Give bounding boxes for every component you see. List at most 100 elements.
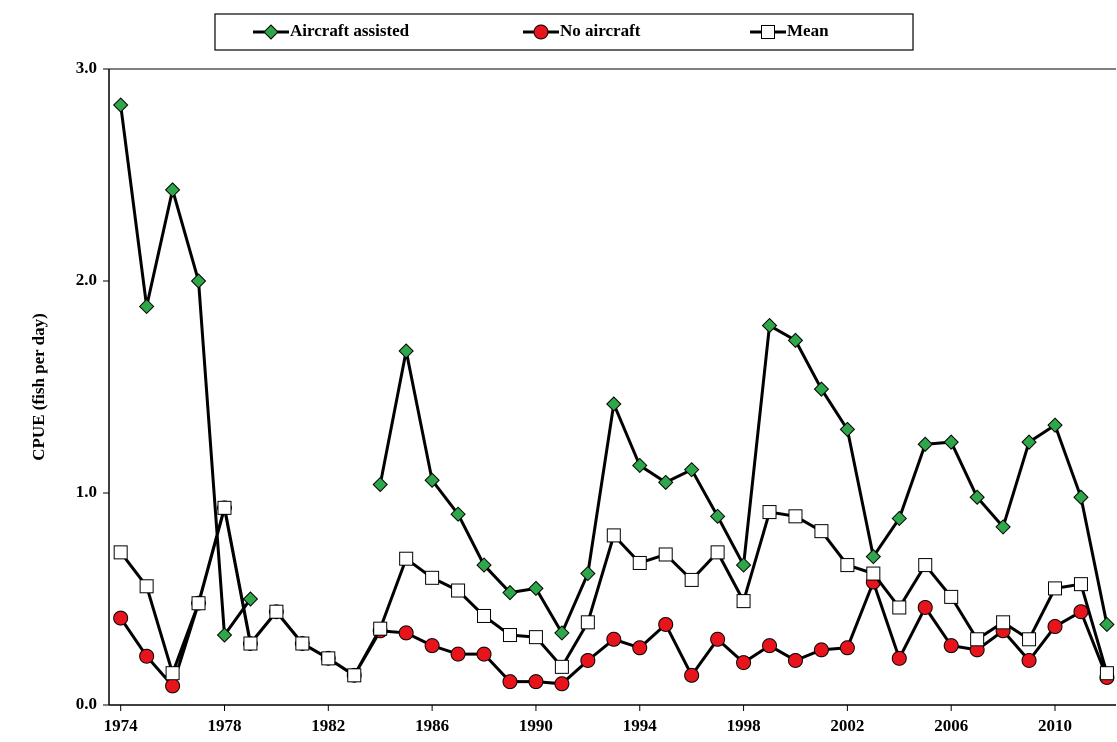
marker — [606, 631, 622, 647]
marker — [632, 555, 647, 570]
x-tick-label: 1978 — [207, 716, 241, 735]
marker — [242, 591, 259, 607]
legend-box — [214, 13, 914, 51]
y-axis-label: CPUE (fish per day) — [29, 313, 48, 461]
marker — [683, 461, 700, 478]
y-tick-label: 2.0 — [76, 270, 97, 289]
y-tick-label: 3.0 — [76, 58, 97, 77]
marker — [813, 642, 829, 658]
marker — [191, 596, 206, 611]
y-tick-label: 0.0 — [76, 694, 97, 713]
marker — [917, 436, 933, 452]
x-tick-label: 1986 — [415, 716, 449, 735]
marker — [918, 558, 933, 573]
marker — [710, 631, 726, 647]
x-tick-label: 1990 — [519, 716, 553, 735]
marker — [1047, 417, 1063, 433]
marker — [165, 666, 180, 681]
marker — [450, 506, 466, 522]
y-tick-label: 1.0 — [76, 482, 97, 501]
marker — [502, 584, 518, 601]
marker — [684, 572, 699, 587]
legend: Aircraft assisted No aircraft Mean — [214, 13, 914, 51]
marker — [451, 583, 466, 598]
marker — [892, 600, 907, 615]
marker — [243, 636, 258, 651]
marker — [533, 24, 549, 40]
marker — [425, 570, 440, 585]
marker — [1022, 632, 1037, 647]
marker — [1021, 434, 1037, 450]
marker — [476, 557, 492, 573]
marker — [398, 343, 414, 359]
marker — [554, 659, 569, 674]
marker — [762, 638, 778, 654]
marker — [813, 381, 830, 397]
legend-label: Mean — [787, 21, 829, 40]
x-tick-label: 2010 — [1038, 716, 1072, 735]
marker — [632, 457, 648, 474]
marker — [814, 524, 829, 539]
x-tick-label: 1998 — [727, 716, 761, 735]
marker — [399, 551, 414, 566]
marker — [996, 615, 1011, 630]
marker — [684, 667, 700, 683]
marker — [1048, 581, 1063, 596]
marker — [139, 579, 154, 594]
marker — [787, 332, 804, 349]
marker — [554, 625, 570, 641]
marker — [112, 97, 129, 113]
marker — [710, 545, 725, 560]
marker — [840, 558, 855, 573]
marker — [866, 566, 881, 581]
marker — [761, 317, 778, 334]
marker — [658, 616, 674, 632]
marker — [502, 628, 517, 643]
marker — [735, 557, 752, 573]
marker — [295, 636, 310, 651]
x-tick-label: 1994 — [623, 716, 658, 735]
marker — [788, 509, 803, 524]
x-tick-label: 1974 — [104, 716, 139, 735]
marker — [398, 625, 414, 641]
marker — [736, 594, 751, 609]
marker — [139, 648, 155, 664]
marker — [372, 476, 388, 493]
x-tick-label: 1982 — [311, 716, 345, 735]
marker — [891, 510, 907, 527]
marker — [944, 589, 959, 604]
marker — [891, 650, 907, 666]
marker — [113, 545, 128, 560]
marker — [476, 646, 492, 662]
marker — [190, 273, 207, 289]
marker — [263, 24, 279, 40]
marker — [216, 627, 233, 643]
marker — [1073, 489, 1089, 505]
marker — [528, 674, 544, 690]
marker — [839, 640, 855, 656]
marker — [269, 604, 284, 619]
marker — [762, 505, 777, 520]
marker — [1073, 604, 1089, 620]
marker — [502, 674, 518, 690]
marker — [787, 652, 803, 668]
marker — [1073, 577, 1088, 592]
marker — [606, 396, 622, 412]
marker — [658, 547, 673, 562]
marker — [1047, 619, 1063, 635]
marker — [736, 655, 752, 671]
marker — [865, 548, 882, 565]
legend-label: No aircraft — [560, 21, 641, 40]
marker — [554, 676, 570, 692]
x-tick-label: 2002 — [830, 716, 864, 735]
marker — [969, 489, 985, 505]
marker — [580, 565, 596, 582]
marker — [970, 632, 985, 647]
marker — [761, 25, 775, 39]
marker — [580, 615, 595, 630]
marker — [528, 580, 544, 597]
marker — [424, 472, 440, 488]
marker — [657, 474, 674, 491]
marker — [477, 608, 492, 623]
marker — [113, 610, 129, 626]
